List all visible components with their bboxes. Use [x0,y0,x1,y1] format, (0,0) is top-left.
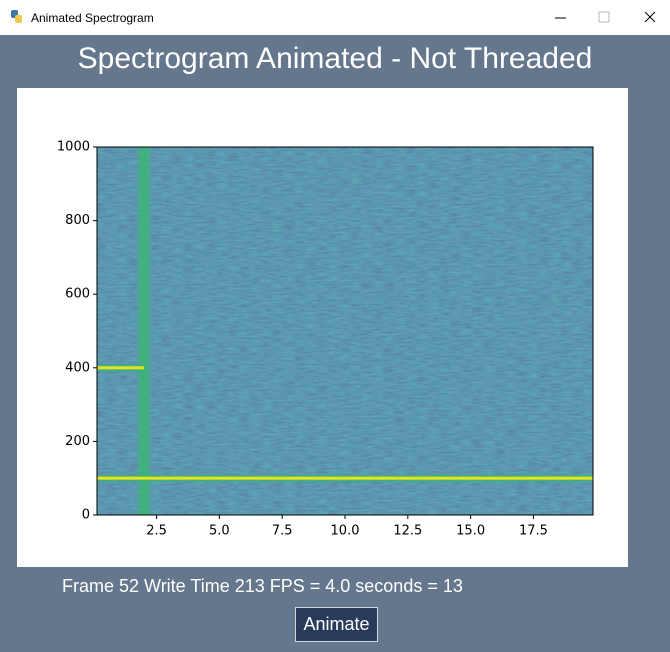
y-tick-label: 800 [65,213,90,228]
x-tick-label: 17.5 [519,524,548,539]
close-button[interactable] [644,11,656,23]
x-tick-label: 7.5 [272,524,293,539]
x-tick-label: 12.5 [393,524,422,539]
window-title: Animated Spectrogram [31,11,154,25]
impulse [141,147,147,515]
y-tick-label: 1000 [57,140,90,155]
spectrogram-features [97,147,593,515]
y-tick-label: 400 [65,360,90,375]
x-tick-label: 5.0 [209,524,230,539]
tone [97,366,144,370]
title-bar-icons [11,10,656,23]
spectrogram-noise [97,147,593,515]
chart: 0 200 400 600 800 1000 2.5 5.0 7.5 10.0 12.5 15.0 17… [17,88,628,567]
x-tick-label: 10.0 [331,524,360,539]
y-tick-label: 600 [65,287,90,302]
maximize-button[interactable] [598,11,610,23]
animate-button[interactable]: Animate [295,607,378,642]
status-text: Frame 52 Write Time 213 FPS = 4.0 second… [62,576,463,596]
y-tick-label: 200 [65,434,90,449]
y-tick-label: 0 [82,508,90,523]
x-tick-label: 2.5 [146,524,167,539]
tone [97,476,593,480]
title-bar: Animated Spectrogram [0,0,670,35]
heading: Spectrogram Animated - Not Threaded [77,42,593,75]
app-icon [15,15,22,23]
x-tick-label: 15.0 [456,524,485,539]
